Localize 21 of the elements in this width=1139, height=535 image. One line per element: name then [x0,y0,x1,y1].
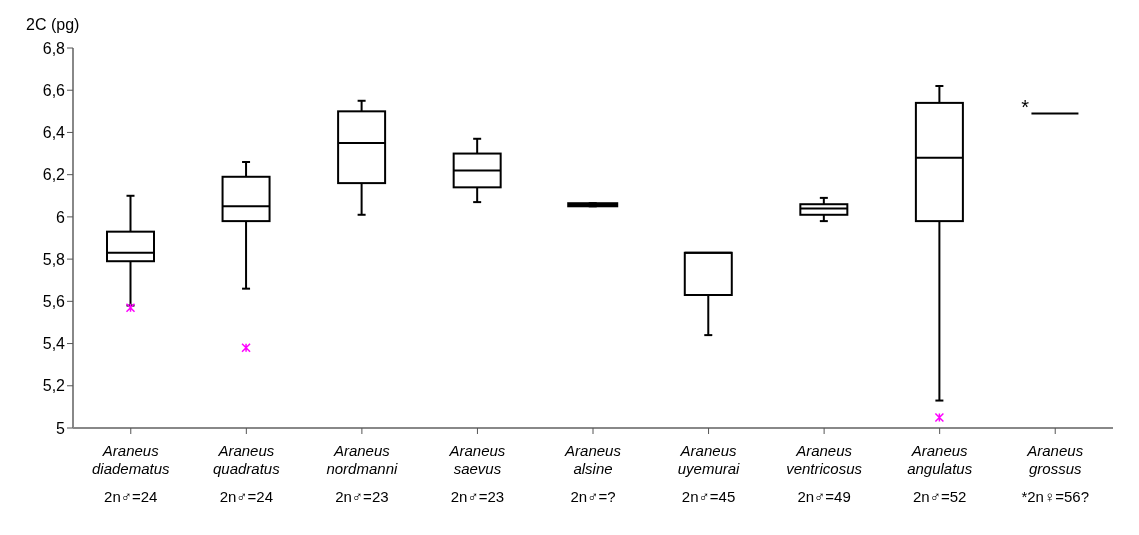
x-tick-label: Araneus grossus *2n♀=56? [1021,442,1089,505]
y-tick-label: 5,8 [42,250,66,268]
y-tick-label: 5,2 [42,377,66,395]
x-tick-label: Araneus saevus 2n♂=23 [448,442,506,505]
y-tick-label: 6 [56,208,66,226]
x-tick-label: Araneus quadratus 2n♂=24 [212,442,281,505]
y-tick-label: 6,2 [42,166,66,184]
y-tick-label: 6,6 [42,81,66,99]
annotation: * [1021,96,1030,119]
y-tick-label: 5,4 [42,335,66,353]
y-tick-label: 5,6 [42,293,66,311]
y-tick-label: 6,8 [42,39,66,57]
y-tick-label: 5 [56,419,66,437]
x-tick-label: Araneus nordmanni 2n♂=23 [326,442,398,505]
x-tick-label: Araneus diadematus 2n♂=24 [92,442,171,505]
y-axis-title: 2C (pg) [26,16,80,34]
y-tick-label: 6,4 [42,124,66,142]
x-tick-label: Araneus angulatus 2n♂=52 [907,442,973,505]
x-tick-label: Araneus alsine 2n♂=? [564,442,622,505]
x-tick-label: Araneus ventricosus 2n♂=49 [786,442,863,505]
x-tick-label: Araneus uyemurai 2n♂=45 [677,442,741,505]
